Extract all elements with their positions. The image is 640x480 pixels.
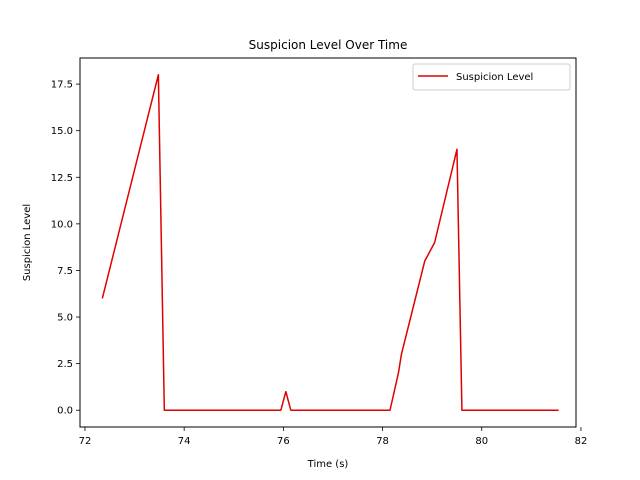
x-tick-label: 80 <box>475 436 488 447</box>
legend: Suspicion Level <box>412 63 571 91</box>
x-axis-ticks: 72 74 76 78 80 82 <box>79 427 588 447</box>
y-tick-label: 12.5 <box>51 173 73 184</box>
y-tick-label: 7.5 <box>57 266 73 277</box>
y-axis-ticks: 0.0 2.5 5.0 7.5 10.0 12.5 15.0 17.5 <box>51 80 80 417</box>
x-tick-label: 76 <box>277 436 290 447</box>
x-tick-label: 74 <box>178 436 191 447</box>
y-tick-label: 17.5 <box>51 80 73 91</box>
series-layer <box>101 74 559 411</box>
y-tick-label: 10.0 <box>51 219 73 230</box>
x-axis-label: Time (s) <box>307 459 349 470</box>
plot-frame <box>79 57 577 428</box>
legend-label: Suspicion Level <box>456 72 533 83</box>
y-tick-label: 2.5 <box>57 359 73 370</box>
series-line-suspicion-level <box>101 74 559 411</box>
x-tick-label: 78 <box>376 436 389 447</box>
y-tick-label: 5.0 <box>57 313 73 324</box>
x-tick-label: 82 <box>575 436 588 447</box>
x-tick-label: 72 <box>79 436 92 447</box>
y-tick-label: 0.0 <box>57 406 73 417</box>
y-axis-label: Suspicion Level <box>22 204 33 281</box>
y-tick-label: 15.0 <box>51 126 73 137</box>
legend-box <box>412 63 571 91</box>
chart-title: Suspicion Level Over Time <box>249 38 408 52</box>
